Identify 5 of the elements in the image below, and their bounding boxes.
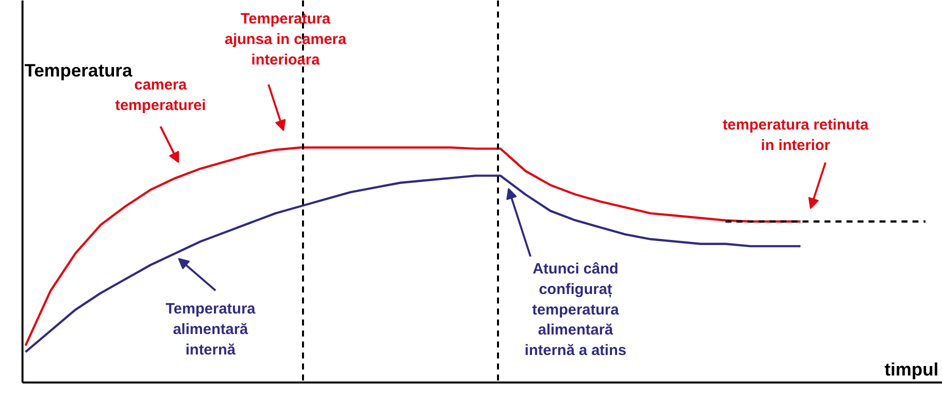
x-axis-title: timpul (884, 360, 939, 380)
annotation: Atunci când configuraț temperatura alimentară internă a atins (524, 260, 626, 360)
annotation: Temperatura alimentară internă (166, 300, 256, 358)
text: Temperatura ajunsa in camera interioara (224, 10, 348, 68)
annotation: temperatura retinuta in interior (722, 116, 870, 154)
